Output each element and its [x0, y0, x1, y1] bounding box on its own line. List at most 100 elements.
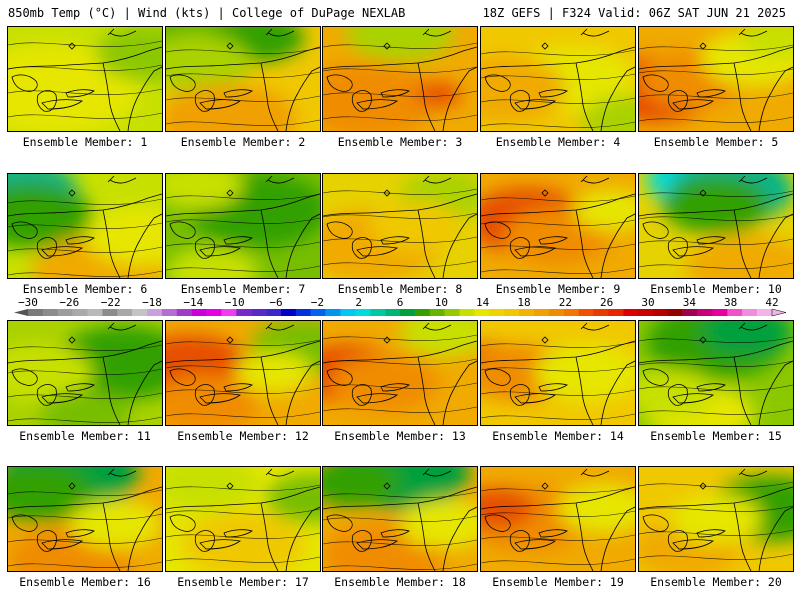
colorbar-swatch	[280, 309, 297, 316]
temperature-map	[481, 321, 635, 425]
state-line	[575, 356, 594, 425]
contour-line	[639, 553, 793, 560]
temperature-region	[573, 189, 635, 232]
colorbar-swatch	[593, 309, 609, 316]
contour-lines	[481, 486, 635, 565]
contour-lines	[8, 40, 162, 119]
geography-outlines	[8, 468, 162, 571]
lake-outline	[380, 236, 410, 245]
contour-line	[481, 341, 635, 348]
contour-line	[481, 49, 635, 56]
coastline	[107, 322, 137, 331]
ensemble-member-label: Ensemble Member: 9	[495, 282, 621, 296]
temperature-map	[166, 27, 320, 131]
lake-outline	[326, 514, 353, 532]
lake-outline	[194, 384, 215, 406]
lake-outline	[223, 383, 253, 392]
station-marker	[383, 482, 391, 490]
colorbar-tick-label: 10	[435, 297, 448, 309]
contour-line	[8, 392, 162, 399]
contour-line	[323, 236, 477, 243]
contour-lines	[639, 481, 793, 560]
station-marker	[226, 336, 234, 344]
lake-outline	[169, 74, 196, 92]
coastline	[285, 360, 320, 425]
lake-outline	[667, 384, 688, 406]
lake-outline	[326, 368, 353, 386]
ensemble-panel-10	[638, 173, 794, 279]
geography-outlines	[166, 322, 320, 425]
state-line	[417, 209, 436, 278]
temperature-map	[166, 174, 320, 278]
contour-line	[8, 368, 162, 375]
coastline	[758, 66, 793, 131]
temperature-map	[8, 467, 162, 571]
contour-line	[166, 339, 320, 346]
ensemble-member-label: Ensemble Member: 10	[650, 282, 782, 296]
temperature-map	[639, 467, 793, 571]
lake-outline	[41, 539, 83, 550]
station-marker	[383, 42, 391, 50]
lake-outline	[11, 514, 38, 532]
temperature-region	[669, 494, 763, 544]
colorbar-swatch	[340, 309, 356, 316]
colorbar-tick-label: 18	[517, 297, 530, 309]
colorbar-tick-label: 22	[559, 297, 572, 309]
contour-line	[323, 66, 477, 73]
coastline	[758, 360, 793, 425]
colorbar-swatch	[295, 309, 311, 316]
lake-outline	[351, 237, 372, 259]
ensemble-member-label: Ensemble Member: 16	[19, 575, 151, 589]
coastline	[127, 213, 162, 278]
lake-outline	[484, 74, 511, 92]
contour-lines	[323, 42, 477, 121]
lake-outline	[36, 384, 57, 406]
station-marker	[383, 189, 391, 197]
temperature-region	[662, 176, 770, 235]
colorbar-swatch	[578, 309, 594, 316]
lake-outline	[65, 529, 95, 538]
lake-outline	[11, 368, 38, 386]
ensemble-member-label: Ensemble Member: 17	[177, 575, 309, 589]
coastline	[265, 28, 295, 37]
ensemble-member-label: Ensemble Member: 12	[177, 429, 309, 443]
ensemble-panel-5	[638, 26, 794, 132]
lake-outline	[356, 99, 398, 110]
ensemble-member-label: Ensemble Member: 20	[650, 575, 782, 589]
colorbar-swatch	[638, 309, 654, 316]
lake-outline	[194, 530, 215, 552]
colorbar-swatch	[28, 309, 44, 316]
colorbar-tick-label: 34	[683, 297, 697, 309]
colorbar-swatch	[221, 309, 237, 316]
lake-outline	[696, 236, 726, 245]
temperature-map	[639, 321, 793, 425]
state-line	[417, 62, 436, 131]
colorbar-swatch	[132, 309, 148, 316]
colorbar-swatch	[236, 309, 252, 316]
contour-line	[323, 42, 477, 49]
contour-lines	[639, 44, 793, 123]
lake-outline	[672, 393, 714, 404]
contour-line	[481, 121, 635, 128]
colorbar-tick-label: −18	[142, 297, 162, 309]
lake-outline	[11, 221, 38, 239]
lake-outline	[36, 530, 57, 552]
colorbar-swatch	[489, 309, 505, 316]
state-line	[575, 209, 594, 278]
contour-line	[639, 505, 793, 512]
colorbar-tick-label: 30	[641, 297, 654, 309]
geography-outlines	[8, 322, 162, 425]
colorbar-swatch	[355, 309, 371, 316]
colorbar-swatch	[652, 309, 669, 316]
temperature-region	[166, 174, 243, 210]
colorbar-tick-label: −30	[18, 297, 38, 309]
colorbar-swatch	[385, 309, 401, 316]
state-line	[102, 356, 121, 425]
coastline	[107, 175, 137, 184]
state-line	[260, 209, 279, 278]
contour-line	[8, 416, 162, 423]
state-line	[102, 502, 121, 571]
lake-outline	[514, 246, 556, 257]
temperature-region	[8, 182, 93, 249]
temperature-map	[639, 27, 793, 131]
